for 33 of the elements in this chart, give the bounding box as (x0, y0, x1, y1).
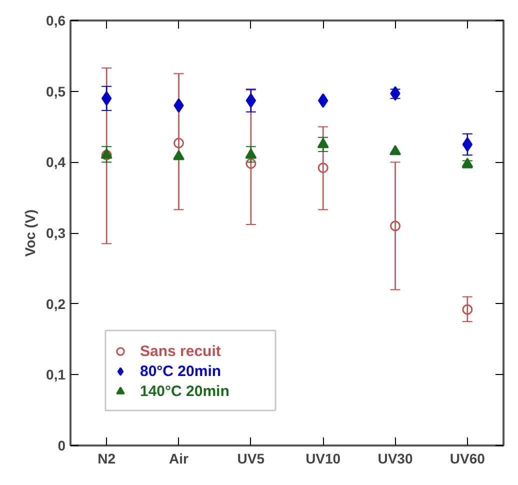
x-tick-label: UV60 (450, 450, 486, 466)
legend-label: 140°C 20min (140, 382, 230, 400)
point (462, 137, 472, 152)
y-tick-label: 0,4 (46, 154, 66, 170)
point (174, 138, 184, 148)
point (390, 86, 400, 101)
point (173, 150, 184, 160)
point (246, 93, 256, 108)
point (174, 98, 184, 113)
x-tick-label: UV5 (237, 450, 265, 466)
x-tick-label: UV30 (378, 450, 413, 466)
x-tick-label: UV10 (306, 450, 341, 466)
y-axis-title: Voc (V) (22, 209, 38, 257)
point (390, 220, 400, 232)
legend-label: Sans recuit (140, 342, 222, 360)
y-tick-label: 0 (58, 438, 66, 454)
point (246, 158, 256, 169)
point (245, 148, 257, 159)
point (317, 138, 329, 148)
point (102, 91, 112, 106)
point (462, 304, 473, 315)
y-tick-label: 0,3 (46, 225, 66, 241)
point (318, 93, 328, 108)
x-tick-label: N2 (98, 450, 116, 466)
y-tick-label: 0,1 (46, 366, 66, 383)
y-tick-label: 0,6 (46, 12, 66, 28)
legend-label: 80°C 20min (140, 362, 222, 380)
y-tick-label: 0,2 (46, 296, 66, 312)
point (390, 145, 401, 156)
point (462, 158, 474, 168)
point (318, 162, 328, 174)
y-tick-label: 0,5 (46, 83, 66, 100)
x-tick-label: Air (169, 450, 190, 466)
